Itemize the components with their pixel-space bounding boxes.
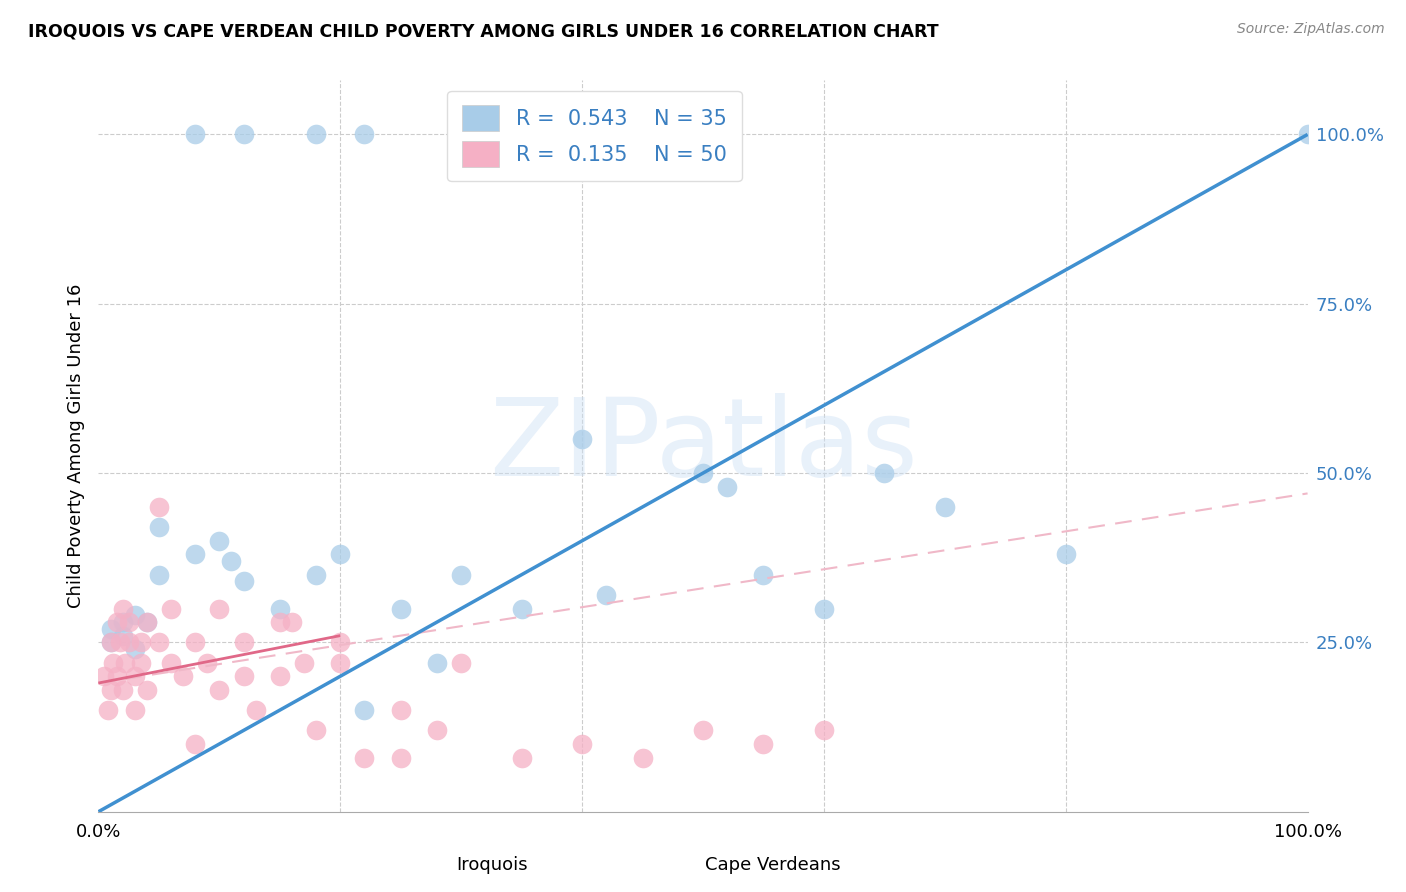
- Point: [124, 642, 146, 657]
- Point: [510, 750, 533, 764]
- Point: [389, 750, 412, 764]
- Point: [281, 615, 304, 629]
- Point: [172, 669, 194, 683]
- Point: [100, 635, 122, 649]
- Point: [450, 656, 472, 670]
- Point: [135, 615, 157, 629]
- Point: [101, 656, 124, 670]
- Point: [184, 128, 207, 142]
- Point: [813, 601, 835, 615]
- Point: [269, 601, 291, 615]
- Text: Iroquois: Iroquois: [457, 855, 527, 873]
- Point: [873, 466, 896, 480]
- Point: [305, 567, 328, 582]
- Point: [129, 635, 152, 649]
- Point: [353, 128, 375, 142]
- Point: [389, 703, 412, 717]
- Point: [105, 669, 128, 683]
- Point: [813, 723, 835, 738]
- Point: [353, 750, 375, 764]
- Point: [111, 629, 134, 643]
- Point: [100, 635, 122, 649]
- Point: [148, 500, 170, 514]
- Y-axis label: Child Poverty Among Girls Under 16: Child Poverty Among Girls Under 16: [66, 284, 84, 608]
- Point: [114, 656, 136, 670]
- Legend: R =  0.543    N = 35, R =  0.135    N = 50: R = 0.543 N = 35, R = 0.135 N = 50: [447, 91, 741, 181]
- Point: [135, 615, 157, 629]
- Point: [160, 601, 183, 615]
- Point: [208, 601, 231, 615]
- Point: [208, 682, 231, 697]
- Point: [208, 533, 231, 548]
- Point: [329, 656, 352, 670]
- Point: [232, 128, 254, 142]
- Point: [118, 635, 141, 649]
- Point: [135, 682, 157, 697]
- Point: [269, 669, 291, 683]
- Point: [111, 682, 134, 697]
- Point: [450, 567, 472, 582]
- Point: [97, 703, 120, 717]
- Point: [129, 656, 152, 670]
- Point: [1296, 128, 1319, 142]
- Point: [595, 588, 617, 602]
- Point: [124, 608, 146, 623]
- Point: [100, 622, 122, 636]
- Text: IROQUOIS VS CAPE VERDEAN CHILD POVERTY AMONG GIRLS UNDER 16 CORRELATION CHART: IROQUOIS VS CAPE VERDEAN CHILD POVERTY A…: [28, 22, 939, 40]
- Point: [108, 635, 131, 649]
- Point: [232, 574, 254, 589]
- Point: [195, 656, 218, 670]
- Text: ZIPatlas: ZIPatlas: [489, 393, 917, 499]
- Point: [111, 615, 134, 629]
- Point: [124, 669, 146, 683]
- Point: [510, 601, 533, 615]
- Point: [232, 669, 254, 683]
- Point: [752, 737, 775, 751]
- Point: [692, 466, 714, 480]
- Point: [426, 723, 449, 738]
- Point: [716, 480, 738, 494]
- Text: Source: ZipAtlas.com: Source: ZipAtlas.com: [1237, 22, 1385, 37]
- Point: [232, 635, 254, 649]
- Point: [426, 656, 449, 670]
- Point: [148, 567, 170, 582]
- Point: [184, 547, 207, 561]
- Point: [111, 601, 134, 615]
- Point: [160, 656, 183, 670]
- Point: [184, 737, 207, 751]
- Point: [571, 432, 593, 446]
- Point: [148, 520, 170, 534]
- Point: [305, 723, 328, 738]
- Point: [292, 656, 315, 670]
- Point: [118, 615, 141, 629]
- Point: [329, 547, 352, 561]
- Point: [93, 669, 115, 683]
- Text: Cape Verdeans: Cape Verdeans: [706, 855, 841, 873]
- Point: [329, 635, 352, 649]
- Point: [184, 635, 207, 649]
- Point: [571, 737, 593, 751]
- Point: [124, 703, 146, 717]
- Point: [221, 554, 243, 568]
- Point: [269, 615, 291, 629]
- Point: [353, 703, 375, 717]
- Point: [692, 723, 714, 738]
- Point: [631, 750, 654, 764]
- Point: [389, 601, 412, 615]
- Point: [1054, 547, 1077, 561]
- Point: [934, 500, 956, 514]
- Point: [305, 128, 328, 142]
- Point: [105, 615, 128, 629]
- Point: [245, 703, 267, 717]
- Point: [148, 635, 170, 649]
- Point: [100, 682, 122, 697]
- Point: [752, 567, 775, 582]
